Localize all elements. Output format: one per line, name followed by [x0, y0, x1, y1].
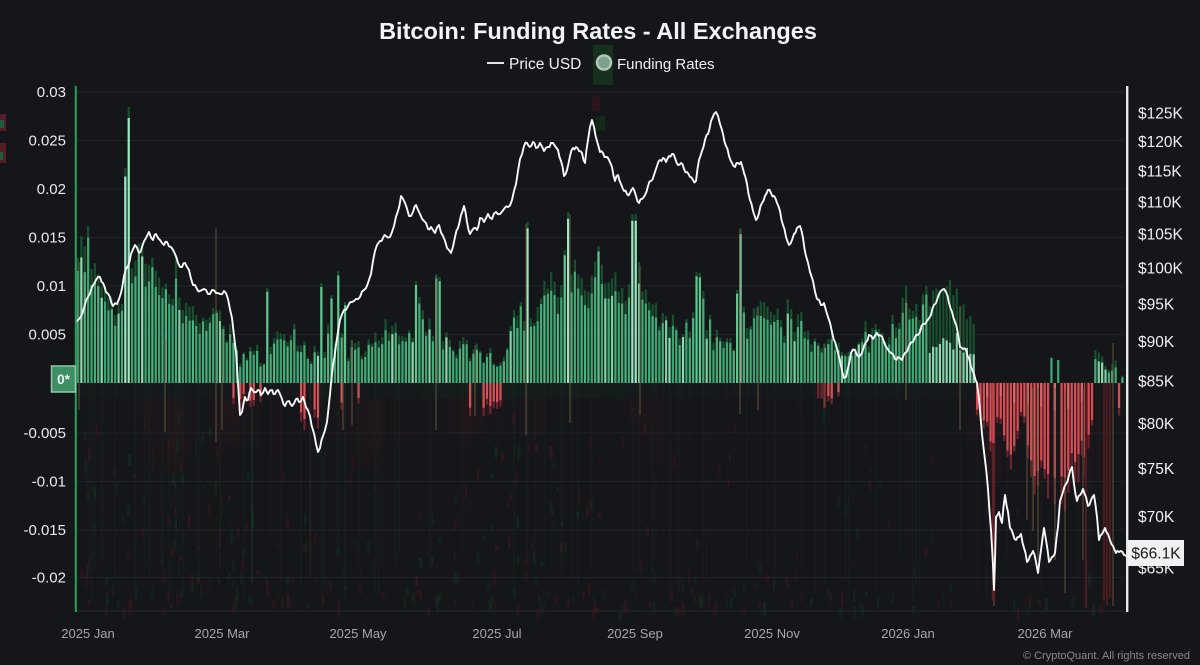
- svg-text:2025 Jan: 2025 Jan: [61, 626, 115, 641]
- svg-text:$70K: $70K: [1138, 509, 1175, 526]
- svg-text:$90K: $90K: [1138, 334, 1175, 351]
- svg-text:$110K: $110K: [1138, 194, 1182, 211]
- svg-text:2026 Jan: 2026 Jan: [881, 626, 935, 641]
- svg-text:2025 Nov: 2025 Nov: [744, 626, 800, 641]
- svg-text:-0.02: -0.02: [32, 570, 66, 587]
- svg-text:0.025: 0.025: [28, 133, 66, 150]
- svg-text:2026 Mar: 2026 Mar: [1018, 626, 1074, 641]
- svg-text:Funding Rates: Funding Rates: [617, 56, 715, 73]
- svg-text:$85K: $85K: [1138, 374, 1175, 391]
- svg-text:$66.1K: $66.1K: [1131, 546, 1181, 563]
- svg-text:$80K: $80K: [1138, 416, 1175, 433]
- svg-text:© CryptoQuant. All rights rese: © CryptoQuant. All rights reserved: [1023, 650, 1190, 662]
- svg-text:-0.015: -0.015: [23, 522, 66, 539]
- svg-text:-0.005: -0.005: [23, 425, 66, 442]
- svg-text:0.01: 0.01: [37, 278, 66, 295]
- svg-text:$125K: $125K: [1138, 106, 1183, 123]
- svg-text:0.015: 0.015: [28, 230, 66, 247]
- svg-text:$95K: $95K: [1138, 296, 1175, 313]
- svg-text:0.03: 0.03: [37, 84, 66, 101]
- svg-text:Bitcoin: Funding Rates - All E: Bitcoin: Funding Rates - All Exchanges: [379, 18, 817, 44]
- svg-text:$100K: $100K: [1138, 261, 1183, 278]
- svg-text:2025 May: 2025 May: [329, 626, 387, 641]
- svg-text:$75K: $75K: [1138, 461, 1175, 478]
- svg-text:2025 Jul: 2025 Jul: [472, 626, 521, 641]
- svg-text:2025 Sep: 2025 Sep: [607, 626, 663, 641]
- svg-text:2025 Mar: 2025 Mar: [195, 626, 251, 641]
- svg-text:$120K: $120K: [1138, 134, 1183, 151]
- svg-text:-0.01: -0.01: [32, 474, 66, 491]
- svg-text:$105K: $105K: [1138, 227, 1183, 244]
- svg-text:0.005: 0.005: [28, 327, 66, 344]
- svg-text:0*: 0*: [57, 372, 71, 387]
- svg-text:$115K: $115K: [1138, 163, 1182, 180]
- svg-text:Price USD: Price USD: [509, 56, 581, 73]
- svg-text:0.02: 0.02: [37, 181, 66, 198]
